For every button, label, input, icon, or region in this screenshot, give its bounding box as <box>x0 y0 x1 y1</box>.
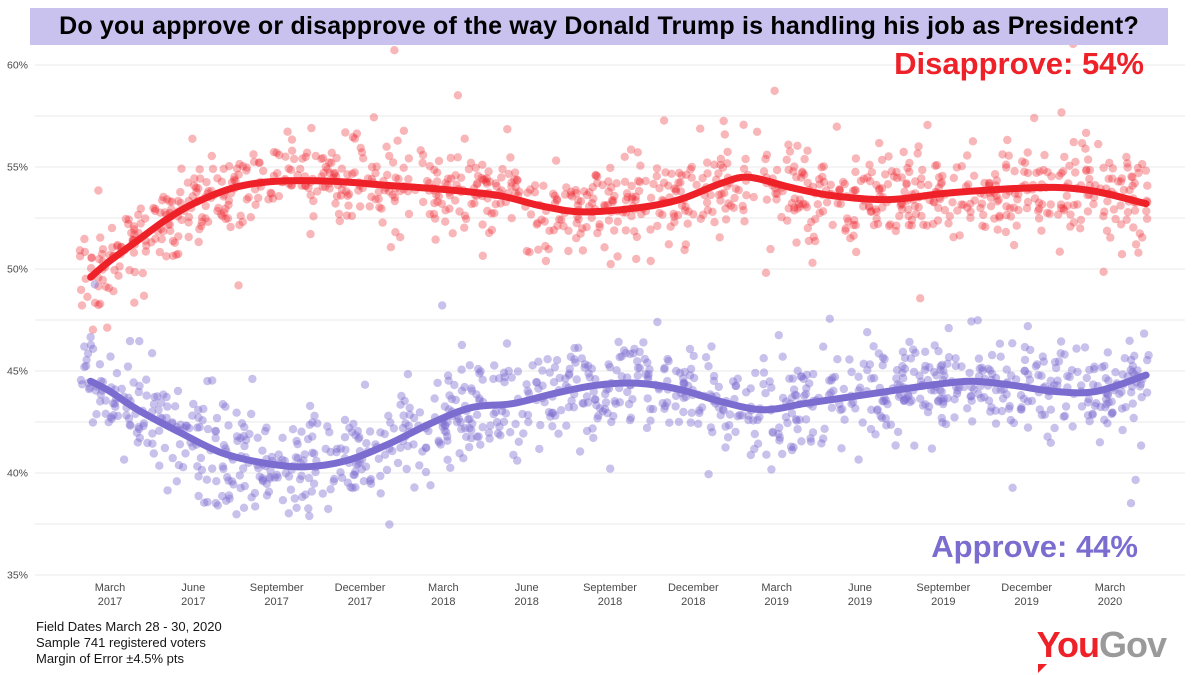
sample-size: Sample 741 registered voters <box>36 635 206 650</box>
x-axis-label-year: 2019 <box>931 596 955 608</box>
disapprove-label: Disapprove: 54% <box>894 46 1144 81</box>
y-axis-label: 40% <box>7 468 28 480</box>
yougov-logo: You Gov <box>1037 624 1167 673</box>
x-axis-label-month: September <box>916 582 970 594</box>
margin-of-error: Margin of Error ±4.5% pts <box>36 651 185 666</box>
x-axis-label-month: September <box>583 582 637 594</box>
x-axis-label-year: 2017 <box>264 596 288 608</box>
y-axis-label: 35% <box>7 570 28 582</box>
x-axis-label-year: 2017 <box>181 596 205 608</box>
y-axis-label: 55% <box>7 162 28 174</box>
x-axis-label-month: December <box>1001 582 1052 594</box>
x-axis-label-month: March <box>428 582 459 594</box>
scatter-approve <box>76 280 1153 529</box>
x-axis-label-year: 2017 <box>98 596 122 608</box>
x-axis-label-year: 2019 <box>764 596 788 608</box>
x-axis-label-month: March <box>1095 582 1126 594</box>
footer-notes: Field Dates March 28 - 30, 2020 Sample 7… <box>36 619 222 667</box>
logo-gov: Gov <box>1098 624 1167 665</box>
x-axis-label-year: 2018 <box>681 596 705 608</box>
x-axis-label-month: June <box>181 582 205 594</box>
x-axis-label-year: 2017 <box>348 596 372 608</box>
x-axis-label-year: 2018 <box>431 596 455 608</box>
scatter-disapprove <box>75 39 1152 334</box>
x-axis-label-year: 2018 <box>598 596 622 608</box>
logo-tail-icon <box>1037 664 1047 673</box>
x-axis-label-month: December <box>668 582 719 594</box>
x-axis-label-month: June <box>848 582 872 594</box>
x-axis-label-year: 2019 <box>848 596 872 608</box>
x-axis-label-month: June <box>515 582 539 594</box>
x-axis-label-year: 2020 <box>1098 596 1122 608</box>
y-axis-label: 45% <box>7 366 28 378</box>
x-axis-label-month: March <box>95 582 126 594</box>
logo-you: You <box>1037 624 1100 673</box>
x-axis-label-year: 2019 <box>1014 596 1038 608</box>
y-axis-label: 60% <box>7 60 28 72</box>
trend-line-approve <box>87 371 1150 471</box>
y-axis-label: 50% <box>7 264 28 276</box>
field-dates: Field Dates March 28 - 30, 2020 <box>36 619 222 634</box>
x-axis-label-month: March <box>761 582 792 594</box>
chart-title: Do you approve or disapprove of the way … <box>30 8 1168 45</box>
x-axis-label-month: December <box>335 582 386 594</box>
trend-line-disapprove <box>87 173 1150 281</box>
x-axis-label-year: 2018 <box>514 596 538 608</box>
approve-label: Approve: 44% <box>931 529 1138 564</box>
x-axis-label-month: September <box>250 582 304 594</box>
